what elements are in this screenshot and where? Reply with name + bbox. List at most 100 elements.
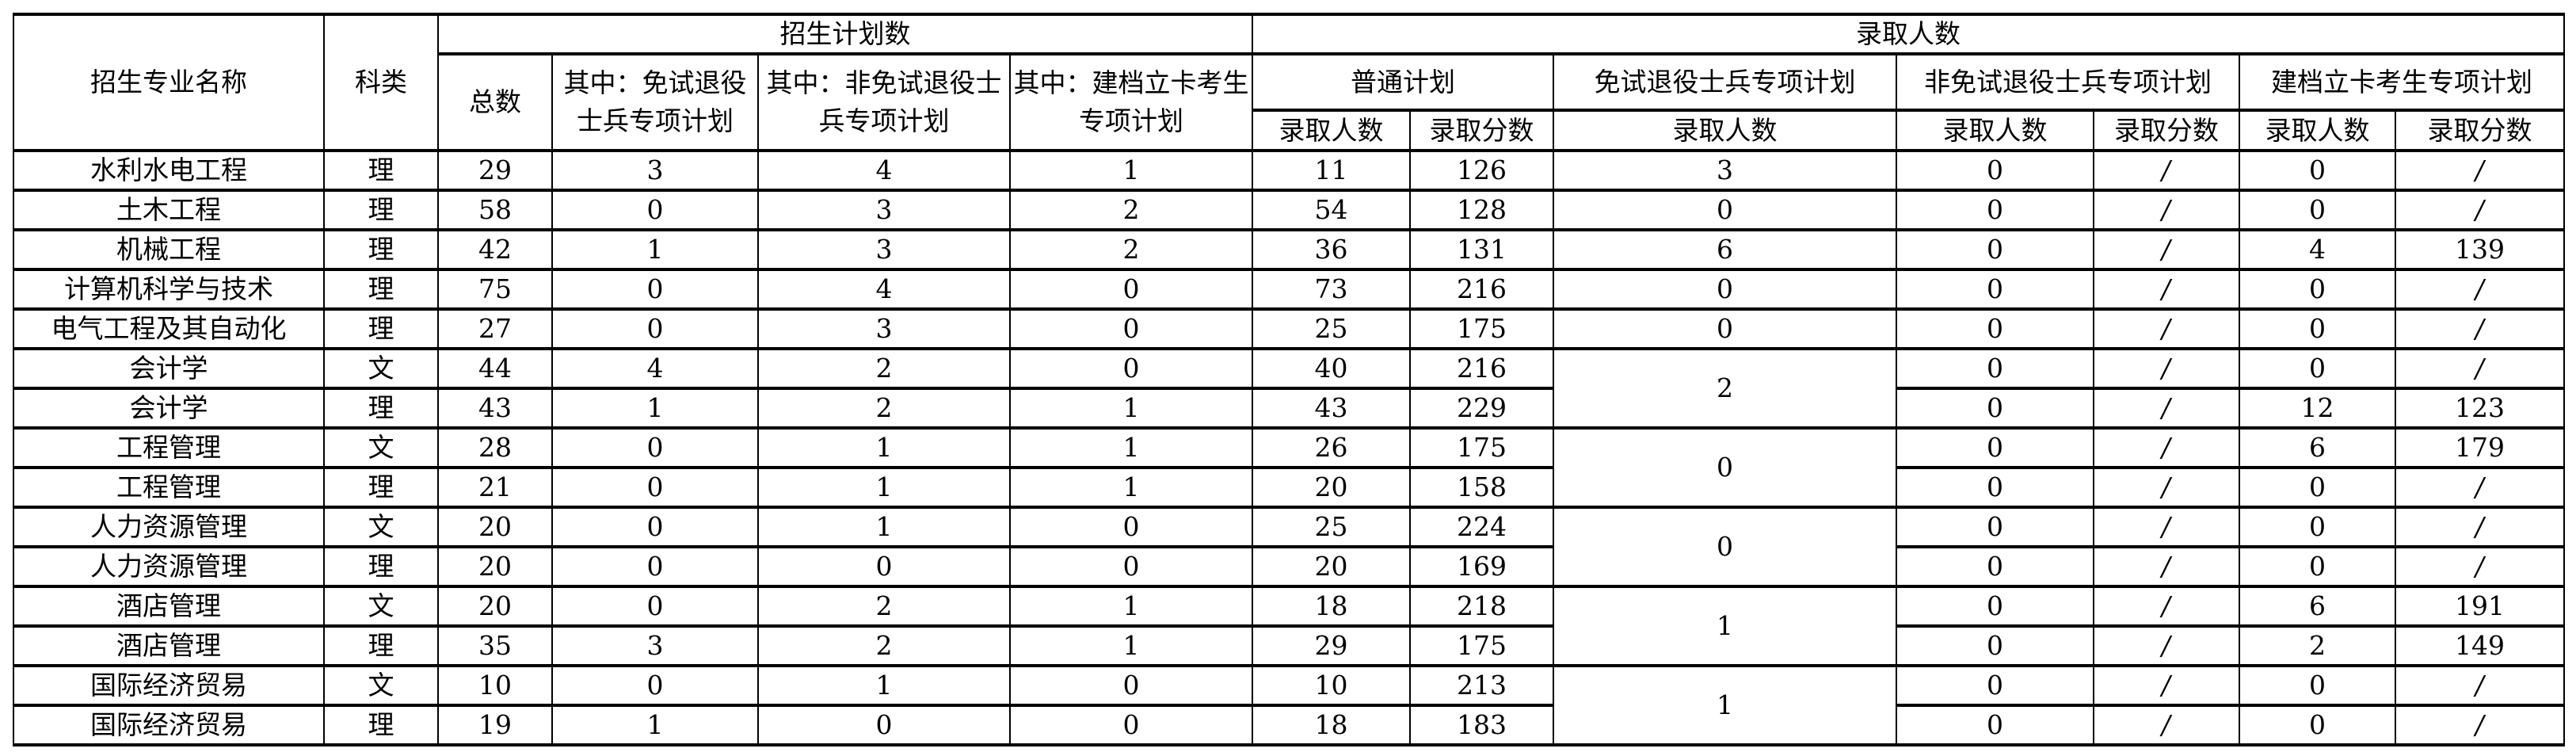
- cell-cat: 理: [323, 704, 439, 746]
- cell-p-nonex: 1: [757, 664, 1011, 707]
- cell-total: 28: [437, 426, 553, 469]
- cell-reg-s: 175: [1409, 426, 1554, 469]
- cell-reg-n: 54: [1252, 189, 1411, 231]
- cell-slash: /: [2159, 511, 2174, 543]
- cell-cat: 文: [323, 585, 439, 628]
- cell-p-nonex: 0: [757, 704, 1011, 746]
- table-row: 会计学理 43 1 2 1 43 229 0/12 123: [13, 387, 2566, 430]
- cell-nonex-n: 0: [1896, 347, 2094, 390]
- cell-p-nonex: 2: [757, 624, 1011, 667]
- cell-reg-n: 18: [1252, 704, 1411, 746]
- cell-p-pov: 0: [1009, 307, 1253, 350]
- cell-nonex-s: /: [2093, 268, 2240, 311]
- table-row: 工程管理理 21 0 1 1 20 158 0/0/: [13, 466, 2566, 509]
- cell-major: 工程管理: [13, 466, 325, 509]
- cell-total: 20: [437, 585, 553, 628]
- cell-total: 75: [437, 268, 553, 311]
- cell-pov-n: 0: [2239, 268, 2396, 311]
- cell-cat: 文: [323, 664, 439, 707]
- header-plan-group: 招生计划数: [437, 13, 1253, 55]
- cell-nonex-s: /: [2093, 307, 2240, 350]
- cell-total: 29: [437, 149, 553, 192]
- cell-nonex-n: 0: [1896, 307, 2094, 350]
- cell-p-pov: 2: [1009, 228, 1253, 271]
- cell-p-ex: 3: [551, 149, 759, 192]
- cell-reg-s: 224: [1409, 506, 1554, 548]
- cell-pov-s: /: [2394, 506, 2566, 548]
- cell-reg-s: 216: [1409, 268, 1554, 311]
- cell-slash: /: [2472, 551, 2487, 582]
- cell-ex-n: 0: [1553, 307, 1897, 350]
- cell-pov-s: 123: [2394, 387, 2566, 430]
- cell-slash: /: [2159, 273, 2174, 305]
- cell-major: 会计学: [13, 347, 325, 390]
- cell-slash: /: [2472, 511, 2487, 543]
- cell-total: 44: [437, 347, 553, 390]
- cell-p-nonex: 2: [757, 347, 1011, 390]
- cell-p-pov: 1: [1009, 387, 1253, 430]
- cell-pov-n: 0: [2239, 189, 2396, 231]
- cell-pov-n: 12: [2239, 387, 2396, 430]
- cell-p-ex: 0: [551, 506, 759, 548]
- cell-reg-n: 25: [1252, 307, 1411, 350]
- cell-p-nonex: 4: [757, 149, 1011, 192]
- cell-nonex-n: 0: [1896, 149, 2094, 192]
- cell-reg-s: 126: [1409, 149, 1554, 192]
- cell-ex-n: 3: [1553, 149, 1897, 192]
- cell-nonex-s: /: [2093, 624, 2240, 667]
- cell-p-ex: 0: [551, 545, 759, 588]
- cell-major: 机械工程: [13, 228, 325, 271]
- cell-major: 人力资源管理: [13, 506, 325, 548]
- cell-p-nonex: 4: [757, 268, 1011, 311]
- cell-slash: /: [2159, 551, 2174, 582]
- cell-major: 酒店管理: [13, 585, 325, 628]
- cell-reg-n: 11: [1252, 149, 1411, 192]
- cell-p-ex: 0: [551, 268, 759, 311]
- cell-total: 27: [437, 307, 553, 350]
- table-row: 酒店管理理 35 3 2 1 29 175 0/2 149: [13, 624, 2566, 667]
- cell-nonex-s: /: [2093, 664, 2240, 707]
- cell-p-pov: 0: [1009, 506, 1253, 548]
- cell-pov-n: 4: [2239, 228, 2396, 271]
- table-row: 计算机科学与技术理 75 0 4 0 73 216 0 0/0/: [13, 268, 2566, 311]
- cell-major: 会计学: [13, 387, 325, 430]
- table-row: 国际经济贸易理 19 1 0 0 18 183 0/0/: [13, 704, 2566, 746]
- cell-pov-n: 0: [2239, 664, 2396, 707]
- cell-slash: /: [2472, 670, 2487, 701]
- cell-p-nonex: 3: [757, 189, 1011, 231]
- cell-p-ex: 3: [551, 624, 759, 667]
- cell-reg-n: 26: [1252, 426, 1411, 469]
- cell-reg-s: 131: [1409, 228, 1554, 271]
- cell-p-pov: 0: [1009, 347, 1253, 390]
- table-row: 电气工程及其自动化理 27 0 3 0 25 175 0 0/0/: [13, 307, 2566, 350]
- cell-reg-n: 29: [1252, 624, 1411, 667]
- cell-pov-n: 0: [2239, 347, 2396, 390]
- cell-nonex-s: /: [2093, 228, 2240, 271]
- cell-p-ex: 1: [551, 228, 759, 271]
- cell-reg-s: 183: [1409, 704, 1554, 746]
- cell-reg-n: 43: [1252, 387, 1411, 430]
- header-nonexempt: 非免试退役士兵专项计划: [1896, 52, 2240, 112]
- cell-slash: /: [2472, 273, 2487, 305]
- cell-p-nonex: 2: [757, 585, 1011, 628]
- admission-table: 招生专业名称 科类 招生计划数 录取人数 总数 其中：免试退役士兵专项计划 其中…: [13, 13, 2566, 746]
- cell-p-nonex: 1: [757, 506, 1011, 548]
- cell-nonex-n: 0: [1896, 387, 2094, 430]
- cell-nonex-s: /: [2093, 704, 2240, 746]
- cell-major: 水利水电工程: [13, 149, 325, 192]
- header-major: 招生专业名称: [13, 13, 325, 152]
- cell-slash: /: [2159, 590, 2174, 622]
- table-body: 水利水电工程理 29 3 4 1 11 126 3 0/0/土木工程理 58 0 3 2 54 128 0 0/…: [13, 149, 2566, 746]
- cell-nonex-s: /: [2093, 149, 2240, 192]
- cell-pov-s: /: [2394, 664, 2566, 707]
- header-plan-nonexempt: 其中：非免试退役士兵专项计划: [757, 52, 1011, 152]
- cell-major: 计算机科学与技术: [13, 268, 325, 311]
- cell-slash: /: [2472, 709, 2487, 741]
- cell-pov-n: 0: [2239, 307, 2396, 350]
- table-row: 水利水电工程理 29 3 4 1 11 126 3 0/0/: [13, 149, 2566, 192]
- header-poverty-count: 录取人数: [2239, 109, 2396, 152]
- cell-slash: /: [2472, 313, 2487, 345]
- cell-major: 工程管理: [13, 426, 325, 469]
- cell-total: 42: [437, 228, 553, 271]
- cell-pov-n: 6: [2239, 585, 2396, 628]
